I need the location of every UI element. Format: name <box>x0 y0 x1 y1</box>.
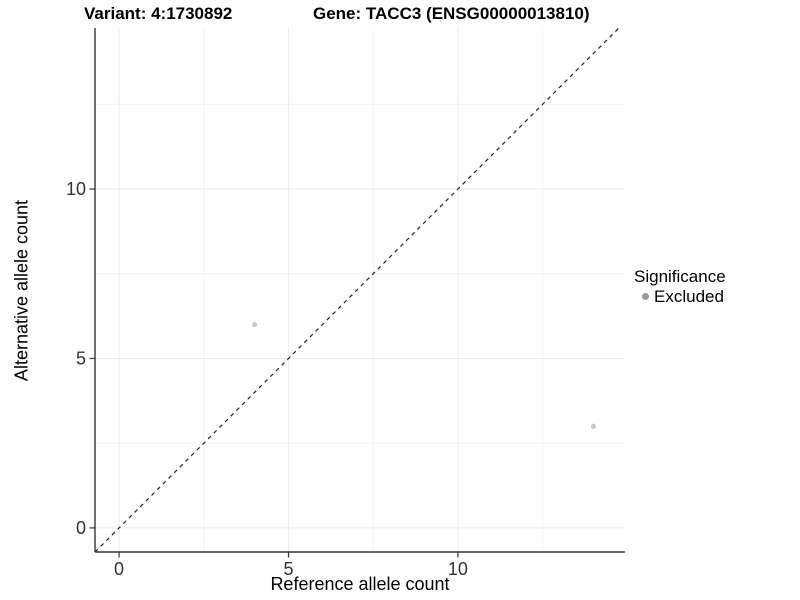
y-tick-label: 0 <box>76 518 86 538</box>
legend: Significance Excluded <box>634 267 796 306</box>
x-tick-label: 10 <box>448 559 468 579</box>
data-point <box>252 321 258 328</box>
y-tick-label: 5 <box>76 348 86 368</box>
legend-item-label: Excluded <box>654 287 724 306</box>
legend-item-excluded: Excluded <box>634 287 796 306</box>
data-point <box>590 423 597 429</box>
y-tick-label: 10 <box>66 179 86 199</box>
y-axis-title: Alternative allele count <box>11 199 32 382</box>
gene-title: Gene: TACC3 (ENSG00000013810) <box>313 4 590 23</box>
excluded-dot-icon <box>642 293 649 300</box>
variant-title: Variant: 4:1730892 <box>84 4 233 23</box>
x-tick-label: 5 <box>283 559 293 579</box>
x-tick-label: 0 <box>114 559 124 579</box>
legend-title: Significance <box>634 267 726 286</box>
x-axis-title: Reference allele count <box>270 574 450 594</box>
identity-dashed-line <box>94 27 620 553</box>
